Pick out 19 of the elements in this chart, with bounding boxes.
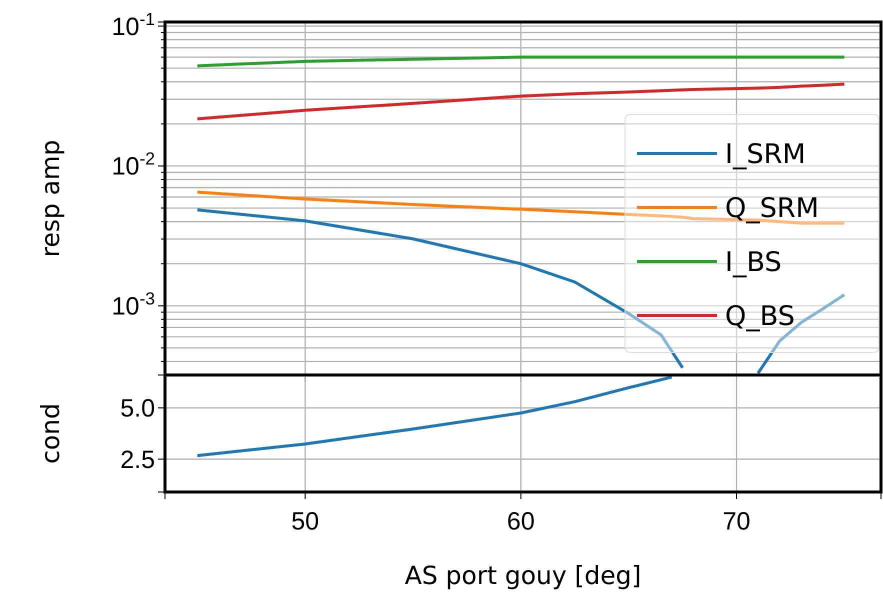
legend-label: I_BS (725, 246, 782, 278)
line-series (196, 376, 674, 458)
x-axis-title: AS port gouy [deg] (404, 561, 642, 590)
y-axis-title: cond (36, 403, 65, 464)
legend-label: Q_SRM (725, 192, 819, 224)
legend-label: I_SRM (725, 138, 806, 170)
y-tick-label: 5.0 (120, 394, 155, 423)
x-tick-label: 60 (506, 508, 535, 536)
y-tick-label: 10$^{-2}$ (112, 148, 155, 181)
x-tick-label: 50 (291, 508, 320, 536)
y-axis-title: resp amp (36, 140, 65, 258)
line-series (196, 190, 846, 225)
y-tick-label: 2.5 (120, 446, 155, 474)
x-tick-label: 70 (722, 508, 750, 536)
legend-label: Q_BS (725, 300, 795, 332)
line-series (196, 56, 846, 68)
y-tick-label: 10$^{-1}$ (112, 8, 155, 41)
line-series (196, 82, 846, 120)
y-tick-label: 10$^{-3}$ (112, 288, 155, 321)
